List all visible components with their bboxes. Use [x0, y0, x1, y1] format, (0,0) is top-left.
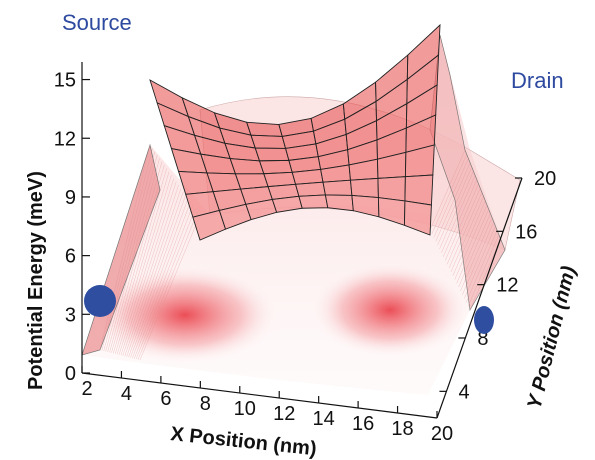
hatch-line — [462, 222, 494, 295]
surface-patch — [254, 147, 290, 162]
surface-patch — [229, 158, 265, 175]
hatch-line — [452, 201, 486, 276]
hatch-line — [437, 167, 472, 246]
hatch-line — [139, 214, 201, 361]
surface-patch — [324, 194, 354, 212]
y-tick-label: 16 — [515, 221, 537, 243]
x-tick-label: 18 — [391, 418, 413, 440]
z-axis-label: Potential Energy (meV) — [25, 171, 47, 390]
z-tick-label: 6 — [65, 246, 76, 268]
hatch-line — [120, 181, 177, 356]
x-tick-label: 8 — [200, 393, 211, 415]
hatch-line — [107, 158, 160, 352]
hatch-line — [448, 192, 482, 269]
hatch-line — [124, 188, 182, 357]
hatch-line — [128, 194, 186, 358]
surface-patch — [294, 181, 326, 197]
z-tick-label: 9 — [65, 187, 76, 209]
x-tick-label: 10 — [234, 398, 256, 420]
x-tick-label: 2 — [81, 378, 92, 400]
hatch-line — [99, 144, 151, 351]
hatch-line — [118, 178, 175, 355]
y-axis-label: Y Position (nm) — [524, 264, 581, 412]
z-tick-label: 12 — [54, 128, 76, 150]
y-tick-label: 12 — [496, 275, 518, 297]
x-tick-label: 4 — [121, 383, 132, 405]
hatch-line — [113, 168, 167, 354]
x-axis-label: X Position (nm) — [169, 423, 317, 460]
x-tick-label: 12 — [273, 403, 295, 425]
surface-patch — [349, 177, 379, 199]
hatch-line — [101, 148, 153, 351]
surface-patch — [258, 159, 293, 175]
hatch-line — [456, 209, 489, 284]
y-tick-label: 8 — [477, 328, 488, 350]
glow-right — [310, 262, 470, 358]
surface-mesh — [149, 23, 441, 241]
z-tick-label: 3 — [65, 304, 76, 326]
surface-patch — [250, 134, 287, 149]
hatch-line — [464, 227, 496, 299]
hatch-line — [429, 149, 466, 231]
axis-frame — [81, 62, 523, 419]
hatch-line — [460, 218, 492, 292]
z-tick-label: 0 — [65, 363, 76, 385]
hatch-line — [454, 205, 487, 280]
hatch-line — [467, 235, 499, 307]
hatch-line — [443, 179, 477, 257]
hatch-line — [134, 204, 194, 359]
source-label: Source — [62, 10, 132, 35]
hatch-line — [111, 164, 165, 353]
hatch-line — [126, 191, 184, 357]
hatch-line — [466, 231, 497, 303]
surface-patch — [403, 200, 432, 236]
surface-patch — [377, 176, 406, 202]
surface-patch — [298, 194, 329, 209]
hatch-line — [445, 184, 479, 261]
x-axis-line — [81, 372, 438, 419]
hatch-line — [431, 154, 467, 234]
surface-patch — [404, 174, 434, 206]
hatch-line — [435, 162, 471, 242]
hatch-line — [116, 174, 172, 355]
hatch-line — [109, 161, 163, 353]
hatch-line — [458, 214, 491, 288]
hatch-line — [450, 197, 484, 272]
hatch-line — [122, 184, 179, 356]
x-tick-label: 16 — [352, 413, 374, 435]
drain-label: Drain — [511, 68, 564, 93]
hatch-line — [433, 158, 469, 238]
hatch-line — [105, 154, 158, 352]
surface-patch — [322, 179, 353, 196]
y-tick-label: 4 — [458, 381, 469, 403]
drain-contact — [474, 306, 494, 334]
hatch-line — [103, 151, 155, 352]
x-tick-label: 14 — [313, 408, 335, 430]
surface-hatching — [99, 144, 501, 361]
hatch-line — [115, 171, 170, 354]
x-tick-label: 6 — [160, 388, 171, 410]
z-tick-label: 15 — [54, 70, 76, 92]
hatch-line — [130, 198, 189, 358]
hatch-line — [469, 239, 501, 311]
hatch-line — [439, 171, 474, 250]
hatch-line — [136, 208, 196, 360]
surface-patch — [291, 168, 324, 185]
y-tick-label: 20 — [534, 168, 556, 190]
hatch-line — [441, 175, 476, 253]
source-contact — [84, 285, 116, 317]
surface-patch — [246, 121, 283, 137]
hatch-line — [137, 211, 198, 360]
x-tick-label: 20 — [431, 423, 453, 445]
glow-left — [90, 265, 280, 365]
hatch-line — [132, 201, 191, 359]
hatch-line — [446, 188, 481, 265]
y-axis-line — [436, 177, 523, 419]
